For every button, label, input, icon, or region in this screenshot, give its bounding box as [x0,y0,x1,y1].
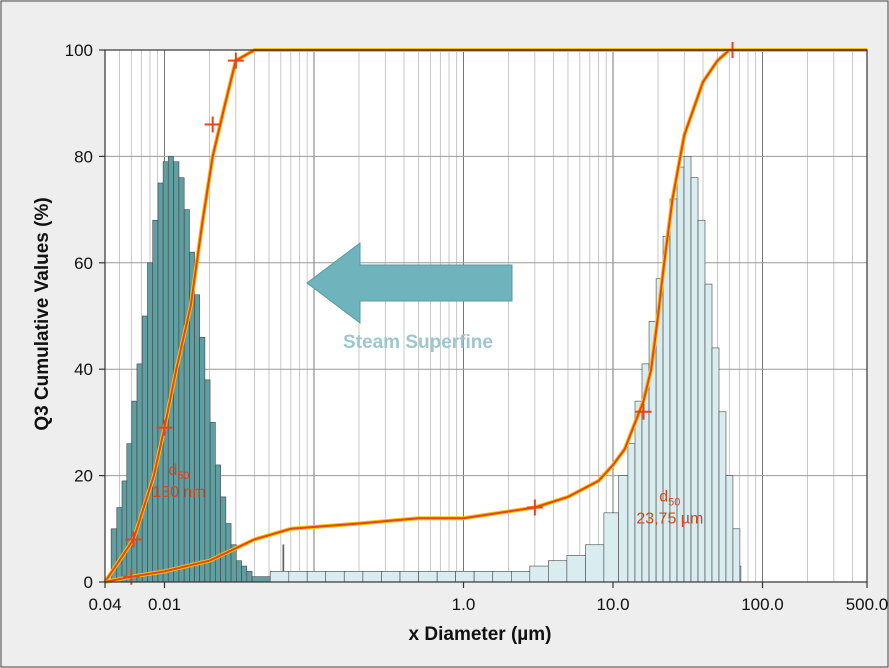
cumulative-curve [104,49,867,583]
histogram-bar [399,571,419,583]
histogram-bar [152,219,159,583]
y-axis-title: Q3 Cumulative Values (%) [32,197,53,430]
histogram-bar [739,565,742,583]
histogram-bar [136,363,143,583]
y-tick-label: 40 [74,360,93,379]
histogram-bar [178,177,185,583]
histogram-bar [697,219,706,583]
x-tick-label: 10.0 [596,595,629,614]
histogram-bar [199,336,206,583]
histogram-bar [194,294,200,583]
histogram-bar [618,475,629,583]
histogram-bar [220,496,227,583]
histogram-bar [167,156,174,583]
arrow-label: Steam Superfine [343,332,493,353]
histogram-bar [566,555,586,583]
histogram-bar [418,571,438,583]
histogram-bar [603,512,619,583]
histogram-bar [436,571,456,583]
histogram-bar [704,283,713,583]
x-tick-label: 0.04 [88,595,121,614]
y-tick-label: 100 [65,41,93,60]
x-tick-label: 1.0 [452,595,476,614]
left-arrow-icon [306,241,513,325]
histogram-bar [362,571,382,583]
x-tick-label: 500.0 [846,595,889,614]
histogram-bar [381,571,401,583]
histogram-bar [131,400,138,583]
y-tick-label: 60 [74,254,93,273]
histogram-bar [585,544,605,583]
plot-area [105,50,867,582]
y-tick-label: 20 [74,467,93,486]
histogram-bar [732,528,741,583]
histogram-bar [116,507,123,583]
histogram-bar [662,235,671,583]
plot-frame [104,49,868,583]
histogram-bar [126,443,133,583]
histogram-bar [343,571,364,583]
histogram-bar [306,571,327,583]
histogram-bar [157,182,164,583]
y-tick-label: 80 [74,147,93,166]
histogram-bar [511,571,531,583]
histogram-bar [725,475,734,583]
x-axis-title: x Diameter (µm) [409,624,552,645]
histogram-bar [711,347,720,583]
x-tick-label: 100.0 [741,595,784,614]
histogram-bar [121,480,128,583]
d50-label-coarse: d50 [659,489,680,509]
histogram-bar [215,464,221,583]
histogram-bar [269,571,290,583]
histogram-bar [183,209,190,583]
histogram-bar [246,571,253,583]
histogram-bar [548,560,568,583]
histogram-bar [634,400,643,583]
histogram-bar [492,571,512,583]
histogram-bar [141,315,148,583]
histogram-bar [162,161,169,583]
histogram-bar [288,571,308,583]
y-tick-label: 0 [84,573,93,592]
x-tick-label: 0.01 [148,595,181,614]
d50-value-coarse: 23,75 µm [636,511,703,528]
histogram-bar [718,411,727,583]
histogram-bar [241,565,248,583]
histogram-bar [529,565,549,583]
histogram-bar [627,443,636,583]
histogram-bar [204,379,211,583]
histogram-bar [455,571,475,583]
histogram-bar [236,560,242,583]
histogram-bar [325,571,345,583]
d50-value-fine: 130 nm [152,484,205,501]
histogram-bar [473,571,494,583]
histogram-bar [147,262,154,583]
d50-label-fine: d50 [168,462,189,482]
